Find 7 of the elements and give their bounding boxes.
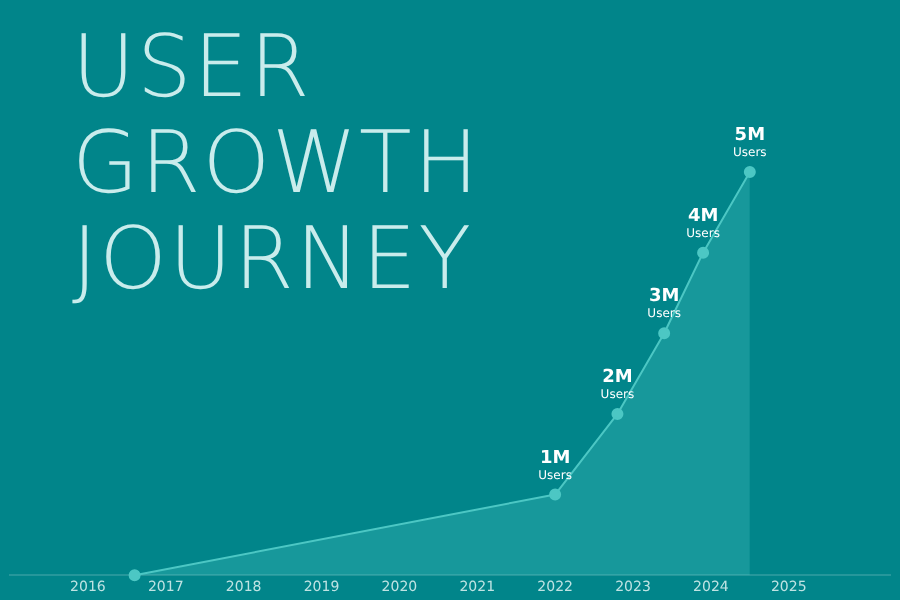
point bbox=[128, 569, 141, 582]
point bbox=[549, 488, 562, 501]
chart-title: USER GROWTH JOURNEY bbox=[72, 18, 481, 310]
point bbox=[658, 327, 671, 340]
point bbox=[611, 407, 624, 420]
point bbox=[743, 166, 756, 178]
point bbox=[697, 246, 710, 259]
